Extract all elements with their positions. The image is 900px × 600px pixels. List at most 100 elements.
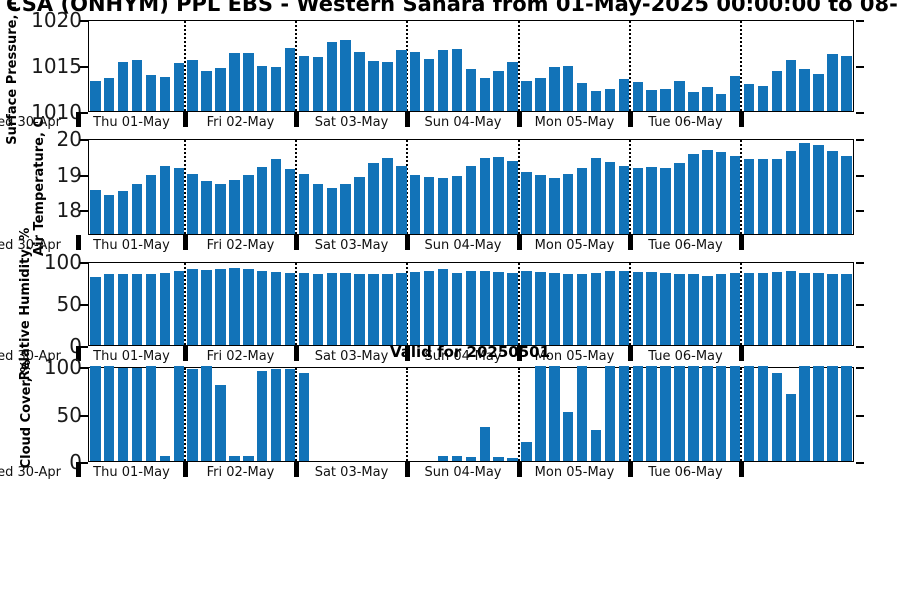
bar <box>604 366 616 461</box>
bar <box>646 271 657 345</box>
bar <box>284 48 296 111</box>
day-boundary-line <box>406 263 408 345</box>
bar <box>326 272 337 345</box>
bar <box>451 176 463 234</box>
day-boundary-line <box>295 140 297 234</box>
bar <box>173 366 184 461</box>
day-boundary-line <box>406 140 408 234</box>
x-day-tick <box>76 346 81 361</box>
bar <box>396 272 407 345</box>
bar <box>660 88 671 111</box>
x-day-tick <box>517 346 522 361</box>
bar <box>757 86 769 111</box>
x-day-tick <box>183 462 188 477</box>
bar <box>660 366 671 461</box>
bar <box>159 272 170 345</box>
x-day-tick <box>294 235 299 250</box>
bar <box>674 80 685 111</box>
y-tick-mark <box>80 139 88 141</box>
plot-panel-2 <box>80 262 864 348</box>
bar <box>145 75 157 111</box>
day-boundary-line <box>295 21 297 111</box>
bar <box>479 77 490 111</box>
bar <box>229 180 240 234</box>
bar <box>215 184 226 234</box>
bar <box>660 168 671 234</box>
bar <box>90 80 101 111</box>
bar <box>409 271 421 345</box>
valid-date-annotation: Valid for 20250501 <box>389 343 551 361</box>
day-boundary-line <box>406 21 408 111</box>
bar <box>507 62 518 111</box>
bar <box>201 366 212 461</box>
bar <box>702 87 713 111</box>
x-day-label: Thu 01-May <box>93 349 170 364</box>
bar <box>618 78 629 111</box>
bar <box>103 273 115 345</box>
day-boundary-line <box>295 263 297 345</box>
bar <box>326 187 337 234</box>
day-boundary-line <box>629 263 631 345</box>
bar <box>507 161 518 234</box>
plot-panel-3 <box>80 366 864 464</box>
x-day-label: Wed 30-Apr <box>0 115 61 130</box>
bar <box>771 159 782 234</box>
bar <box>493 271 504 345</box>
bar <box>354 52 365 111</box>
bar <box>576 83 588 111</box>
bar <box>827 273 838 345</box>
x-day-tick <box>405 112 410 127</box>
x-day-tick <box>628 112 633 127</box>
bar <box>632 81 643 111</box>
x-day-label: Thu 01-May <box>93 115 170 130</box>
y-tick-mark <box>856 139 864 141</box>
bar <box>465 271 476 345</box>
bar <box>354 177 365 234</box>
bar <box>618 366 629 461</box>
bar <box>702 150 713 234</box>
bar <box>298 55 310 111</box>
bar <box>715 366 727 461</box>
bar <box>618 271 629 345</box>
bar <box>549 272 560 345</box>
y-tick-label: 100 <box>43 355 82 379</box>
bar <box>729 155 741 234</box>
bar <box>702 366 713 461</box>
x-day-label: Tue 06-May <box>648 238 723 253</box>
bar <box>729 76 741 111</box>
day-boundary-line <box>184 21 186 111</box>
x-day-tick <box>294 112 299 127</box>
bar <box>743 158 755 234</box>
x-day-label: Fri 02-May <box>206 465 275 480</box>
bar <box>229 267 240 345</box>
bar <box>243 174 254 234</box>
bar <box>604 271 616 345</box>
bar <box>131 273 143 345</box>
x-day-label: Sat 03-May <box>314 238 389 253</box>
bar <box>590 272 602 345</box>
bar <box>729 272 741 345</box>
bar <box>243 456 254 461</box>
bar <box>521 442 532 461</box>
bar <box>688 154 699 234</box>
bar <box>173 271 184 345</box>
chart-title: CSA (ONHYM) PPL EBS - Western Sahara fro… <box>6 0 898 16</box>
bar <box>813 145 824 234</box>
bar <box>688 91 699 111</box>
x-day-tick <box>517 112 522 127</box>
day-boundary-line <box>518 140 520 234</box>
bar <box>771 271 782 345</box>
bar <box>799 366 810 461</box>
bar <box>785 151 796 234</box>
bar <box>159 165 170 234</box>
x-day-label: Fri 02-May <box>206 238 275 253</box>
bar <box>660 272 671 345</box>
x-day-label: Sat 03-May <box>314 115 389 130</box>
x-day-tick <box>628 462 633 477</box>
bar <box>604 88 616 111</box>
bar <box>173 63 184 111</box>
y-tick-mark <box>80 262 88 264</box>
bar <box>243 269 254 345</box>
bar <box>493 71 504 111</box>
bar <box>562 173 574 234</box>
